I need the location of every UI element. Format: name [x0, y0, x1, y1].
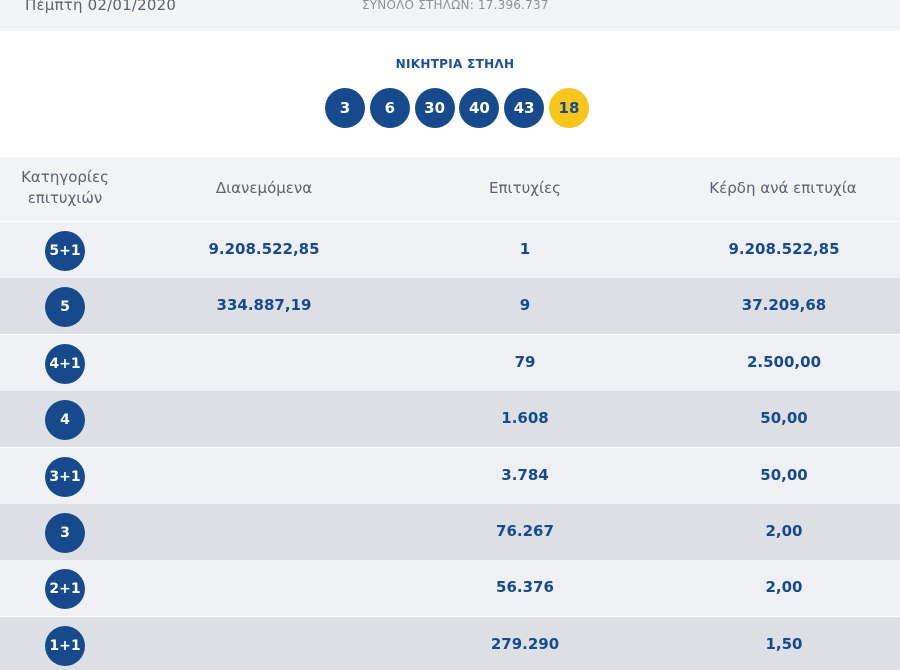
header-distributed: Διανεμόμενα: [215, 179, 313, 197]
prize-value: 1,50: [765, 635, 803, 653]
results-table-header: Κατηγορίες επιτυχιών Διανεμόμενα Επιτυχί…: [0, 157, 900, 221]
total-columns: ΣΥΝΟΛΟ ΣΤΗΛΩΝ: 17.396.737: [362, 0, 549, 12]
prize-value: 2.500,00: [746, 353, 822, 371]
category-badge: 3+1: [45, 457, 85, 497]
prize-value: 37.209,68: [741, 296, 827, 314]
prize-value: 2,00: [765, 578, 803, 596]
category-badge: 4: [45, 400, 85, 440]
category-badge: 3: [45, 513, 85, 553]
category-badge: 4+1: [45, 344, 85, 384]
winners-value: 76.267: [496, 522, 554, 540]
winners-value: 79: [514, 353, 536, 371]
prize-value: 2,00: [765, 522, 803, 540]
winners-value: 3.784: [501, 466, 549, 484]
winners-value: 56.376: [496, 578, 554, 596]
header-winners: Επιτυχίες: [489, 179, 561, 197]
winning-number-ball: 3: [325, 88, 365, 128]
table-row: 5+1 9.208.522,85 1 9.208.522,85: [0, 222, 900, 278]
winning-number-ball: 40: [459, 88, 500, 128]
joker-number-ball: 18: [548, 88, 589, 128]
table-row: 5 334.887,19 9 37.209,68: [0, 278, 900, 334]
winners-value: 1.608: [501, 409, 549, 427]
distributed-value: 9.208.522,85: [208, 240, 320, 258]
winning-column-title: ΝΙΚΗΤΡΙΑ ΣΤΗΛΗ: [395, 57, 515, 71]
category-badge: 2+1: [45, 569, 85, 609]
table-row: 3+1 3.784 50,00: [0, 448, 900, 504]
category-badge: 1+1: [45, 626, 85, 666]
prize-value: 50,00: [760, 409, 808, 427]
distributed-value: 334.887,19: [216, 296, 312, 314]
winning-number-ball: 30: [414, 88, 455, 128]
header-category: Κατηγορίες επιτυχιών: [0, 167, 130, 209]
winners-value: 1: [519, 240, 531, 258]
winning-number-ball: 43: [504, 88, 545, 128]
header-prize: Κέρδη ανά επιτυχία: [709, 179, 857, 197]
header-category-line1: Κατηγορίες: [21, 168, 109, 186]
table-row: 3 76.267 2,00: [0, 504, 900, 560]
table-row: 4 1.608 50,00: [0, 391, 900, 447]
table-row: 4+1 79 2.500,00: [0, 335, 900, 391]
prize-value: 50,00: [760, 466, 808, 484]
category-badge: 5: [45, 287, 85, 327]
winning-numbers: 3 6 30 40 43 18: [325, 88, 589, 128]
winners-value: 279.290: [490, 635, 560, 653]
prize-value: 9.208.522,85: [728, 240, 840, 258]
draw-info-bar: Πέμπτη 02/01/2020 ΣΥΝΟΛΟ ΣΤΗΛΩΝ: 17.396.…: [0, 0, 900, 31]
winners-value: 9: [519, 296, 531, 314]
header-category-line2: επιτυχιών: [27, 189, 103, 207]
winning-number-ball: 6: [369, 88, 410, 128]
draw-date: Πέμπτη 02/01/2020: [25, 0, 177, 14]
table-row: 1+1 279.290 1,50: [0, 617, 900, 670]
category-badge: 5+1: [45, 231, 85, 271]
table-row: 2+1 56.376 2,00: [0, 560, 900, 616]
